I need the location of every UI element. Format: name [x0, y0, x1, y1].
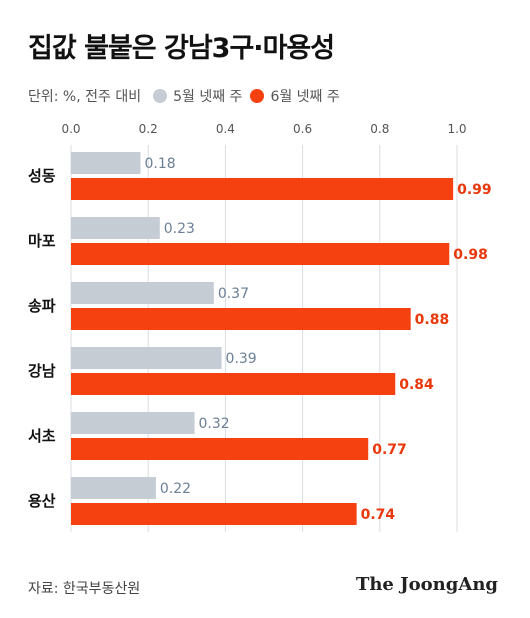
- data-label-june-0: 0.99: [457, 182, 492, 198]
- category-label-5: 용산: [28, 492, 56, 510]
- category-label-2: 송파: [28, 297, 56, 315]
- x-tick-label-3: 0.6: [293, 122, 312, 136]
- legend-swatch-may: [153, 89, 168, 103]
- data-label-june-3: 0.84: [399, 377, 434, 393]
- source-note: 자료: 한국부동산원: [28, 581, 141, 597]
- x-tick-label-4: 0.8: [370, 122, 389, 136]
- legend-swatch-june: [250, 89, 265, 103]
- chart-title: 집값 불붙은 강남3구·마용성: [28, 33, 335, 64]
- category-label-0: 성동: [28, 167, 56, 185]
- legend-label-june: 6월 넷째 주: [270, 89, 340, 105]
- bar-june-3: [71, 373, 396, 395]
- legend-item-may: 5월 넷째 주: [153, 86, 242, 106]
- x-tick-label-0: 0.0: [61, 122, 80, 136]
- bar-may-1: [71, 217, 160, 239]
- bar-may-2: [71, 282, 214, 304]
- data-label-june-4: 0.77: [372, 442, 407, 458]
- bar-may-0: [71, 152, 141, 174]
- data-label-june-2: 0.88: [415, 312, 450, 328]
- legend-item-june: 6월 넷째 주: [250, 86, 340, 106]
- bar-june-0: [71, 178, 454, 200]
- data-label-may-3: 0.39: [226, 351, 257, 367]
- legend-label-may: 5월 넷째 주: [173, 89, 243, 105]
- data-label-may-5: 0.22: [160, 481, 191, 497]
- bar-may-3: [71, 347, 222, 369]
- data-label-may-0: 0.18: [144, 156, 175, 172]
- category-label-3: 강남: [28, 362, 56, 380]
- category-label-1: 마포: [28, 232, 56, 250]
- data-label-may-2: 0.37: [218, 286, 249, 302]
- data-label-june-5: 0.74: [361, 507, 396, 523]
- bar-june-2: [71, 308, 411, 330]
- bar-june-1: [71, 243, 450, 265]
- bar-june-5: [71, 503, 357, 525]
- x-tick-label-5: 1.0: [447, 122, 466, 136]
- bar-may-5: [71, 477, 156, 499]
- data-label-june-1: 0.98: [453, 247, 488, 263]
- publisher-logo: The JoongAng: [355, 574, 498, 595]
- x-tick-label-1: 0.2: [139, 122, 158, 136]
- category-label-4: 서초: [28, 427, 56, 445]
- x-tick-label-2: 0.4: [216, 122, 235, 136]
- chart-subtitle: 단위: %, 전주 대비 5월 넷째 주 6월 넷째 주: [28, 86, 340, 106]
- bar-june-4: [71, 438, 369, 460]
- data-label-may-4: 0.32: [199, 416, 230, 432]
- bar-may-4: [71, 412, 195, 434]
- unit-note: 단위: %, 전주 대비: [28, 89, 142, 105]
- data-label-may-1: 0.23: [164, 221, 195, 237]
